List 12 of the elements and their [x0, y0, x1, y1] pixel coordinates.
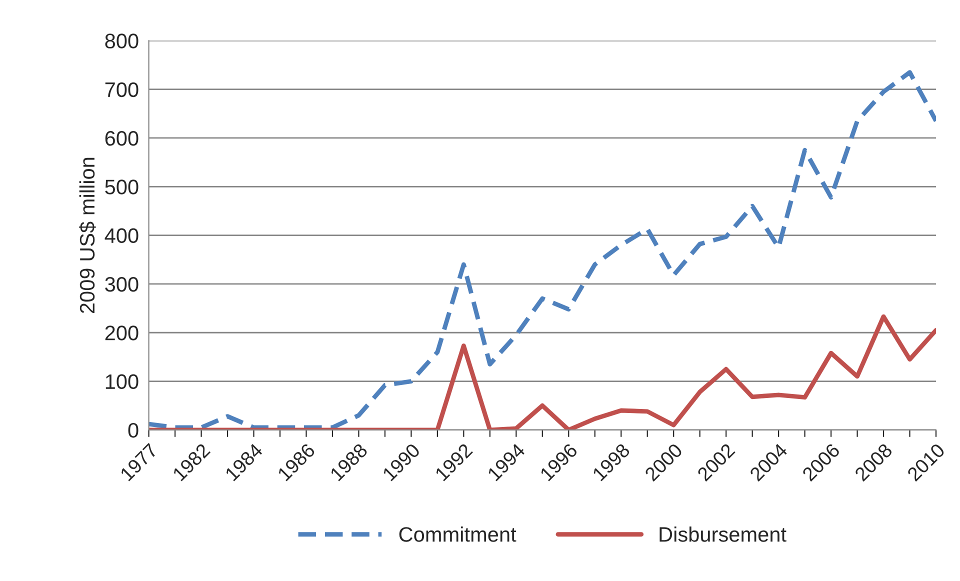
y-axis-title: 2009 US$ million: [79, 158, 96, 313]
y-tick-label: 100: [106, 374, 138, 390]
y-tick-label: 200: [105, 326, 138, 340]
y-tick-label: 400: [104, 228, 138, 244]
legend-label: Commitment: [399, 526, 516, 542]
y-tick-label: 800: [105, 34, 138, 48]
y-tick-label: 300: [105, 276, 138, 292]
y-tick-label: 600: [105, 130, 138, 146]
y-tick-label: 700: [105, 82, 138, 98]
y-tick-label: 500: [105, 180, 138, 194]
legend-label: Disbursement: [660, 526, 786, 542]
y-tick-label: 0: [128, 422, 138, 438]
